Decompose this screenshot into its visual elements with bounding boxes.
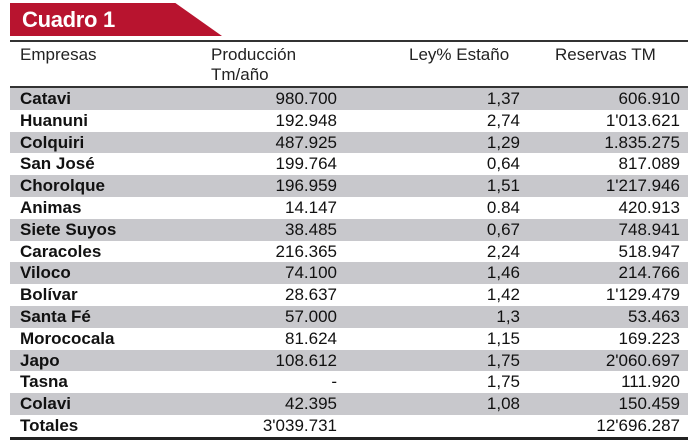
cell-reservas: 420.913: [618, 197, 680, 217]
cell-ley: 1,46: [486, 263, 520, 283]
cell-ley: 0.84: [486, 197, 520, 217]
cell-produccion: 57.000: [285, 306, 337, 326]
cell-ley: 1,29: [486, 132, 520, 152]
cell-empresa: Catavi: [20, 89, 72, 108]
cell-reservas: 53.463: [628, 306, 680, 326]
cell-empresa: Morococala: [20, 328, 115, 348]
table-row: Huanuni 192.948 2,74 1'013.621: [10, 110, 688, 132]
cell-produccion: 3'039.731: [262, 415, 337, 435]
cell-produccion: 199.764: [275, 154, 337, 174]
cell-reservas: 2'060.697: [605, 350, 680, 370]
cell-ley: 2,24: [486, 241, 520, 261]
table-row: Viloco 74.100 1,46 214.766: [10, 262, 688, 285]
table-row: Tasna - 1,75 111.920: [10, 371, 688, 393]
cell-empresa: Totales: [20, 415, 79, 435]
table-body: Catavi 980.700 1,37 606.910 Huanuni 192.948 2,…: [10, 88, 688, 437]
cell-reservas: 1'013.621: [605, 110, 680, 130]
cell-reservas: 748.941: [618, 219, 680, 239]
table-title: Cuadro 1: [22, 7, 115, 32]
table-row: Chorolque 196.959 1,51 1'217.946: [10, 175, 688, 197]
cell-produccion: 196.959: [275, 176, 337, 196]
cell-ley: 1,15: [486, 328, 520, 348]
cell-ley: 1,37: [486, 89, 520, 108]
header-rule: [10, 86, 688, 88]
cell-reservas: 518.947: [618, 241, 680, 261]
totals-row: Totales 3'039.731 12'696.287: [10, 415, 688, 437]
cell-empresa: Colquiri: [20, 132, 85, 152]
table-row: Catavi 980.700 1,37 606.910: [10, 88, 688, 110]
table-row: Morococala 81.624 1,15 169.223: [10, 328, 688, 350]
cell-reservas: 1'129.479: [605, 285, 680, 305]
cell-empresa: Chorolque: [20, 176, 105, 196]
cell-produccion: 487.925: [275, 132, 337, 152]
cell-ley: 2,74: [486, 110, 520, 130]
cell-empresa: Siete Suyos: [20, 219, 117, 239]
cell-produccion: 74.100: [285, 263, 337, 283]
cell-reservas: 169.223: [618, 328, 680, 348]
top-rule: [10, 40, 688, 42]
cell-produccion: 81.624: [285, 328, 337, 348]
table-row: Animas 14.147 0.84 420.913: [10, 197, 688, 219]
cell-ley: 0,67: [486, 219, 520, 239]
table-row: Bolívar 28.637 1,42 1'129.479: [10, 284, 688, 306]
cell-ley: 1,51: [486, 176, 520, 196]
cell-empresa: Santa Fé: [20, 306, 91, 326]
cell-produccion: 980.700: [275, 89, 337, 108]
cell-ley: 1,08: [486, 394, 520, 414]
cell-produccion: 38.485: [285, 219, 337, 239]
cell-ley: 1,75: [486, 350, 520, 370]
header-produccion-line2: Tm/año: [211, 65, 269, 84]
cell-reservas: 214.766: [618, 263, 680, 283]
table-row: Santa Fé 57.000 1,3 53.463: [10, 305, 688, 328]
table-row: Caracoles 216.365 2,24 518.947: [10, 241, 688, 263]
title-banner: Cuadro 1: [10, 3, 222, 36]
header-reservas: Reservas TM: [555, 45, 656, 64]
cell-empresa: Tasna: [20, 372, 68, 392]
cell-reservas: 12'696.287: [596, 415, 680, 435]
cell-empresa: Huanuni: [20, 110, 88, 130]
table-row: Japo 108.612 1,75 2'060.697: [10, 349, 688, 372]
cell-reservas: 606.910: [618, 89, 680, 108]
bottom-rule: [10, 437, 688, 440]
table-row: Colquiri 487.925 1,29 1.835.275: [10, 131, 688, 154]
cell-empresa: Colavi: [20, 394, 72, 414]
cell-empresa: Bolívar: [20, 285, 78, 305]
cell-produccion: 14.147: [285, 197, 337, 217]
cell-empresa: Viloco: [20, 263, 71, 283]
cell-produccion: -: [331, 372, 337, 392]
header-empresas: Empresas: [20, 45, 97, 64]
cell-reservas: 1'217.946: [605, 176, 680, 196]
table-row: San José 199.764 0,64 817.089: [10, 153, 688, 175]
cell-ley: 0,64: [486, 154, 520, 174]
cell-ley: 1,42: [486, 285, 520, 305]
header-produccion: Producción Tm/año: [211, 45, 296, 85]
table-row: Colavi 42.395 1,08 150.459: [10, 393, 688, 415]
header-ley: Ley% Estaño: [409, 45, 510, 64]
cell-empresa: San José: [20, 154, 95, 174]
cell-reservas: 1.835.275: [604, 132, 680, 152]
cell-produccion: 192.948: [275, 110, 337, 130]
cell-empresa: Caracoles: [20, 241, 102, 261]
cell-produccion: 42.395: [285, 394, 337, 414]
cell-empresa: Japo: [20, 350, 60, 370]
cell-ley: 1,3: [496, 306, 520, 326]
cell-empresa: Animas: [20, 197, 82, 217]
cell-produccion: 28.637: [285, 285, 337, 305]
cell-produccion: 216.365: [275, 241, 337, 261]
cell-reservas: 111.920: [621, 372, 680, 392]
cell-reservas: 817.089: [618, 154, 680, 174]
cell-produccion: 108.612: [275, 350, 337, 370]
cell-ley: 1,75: [486, 372, 520, 392]
table-row: Siete Suyos 38.485 0,67 748.941: [10, 218, 688, 241]
cell-reservas: 150.459: [618, 394, 680, 414]
header-produccion-line1: Producción: [211, 45, 297, 64]
